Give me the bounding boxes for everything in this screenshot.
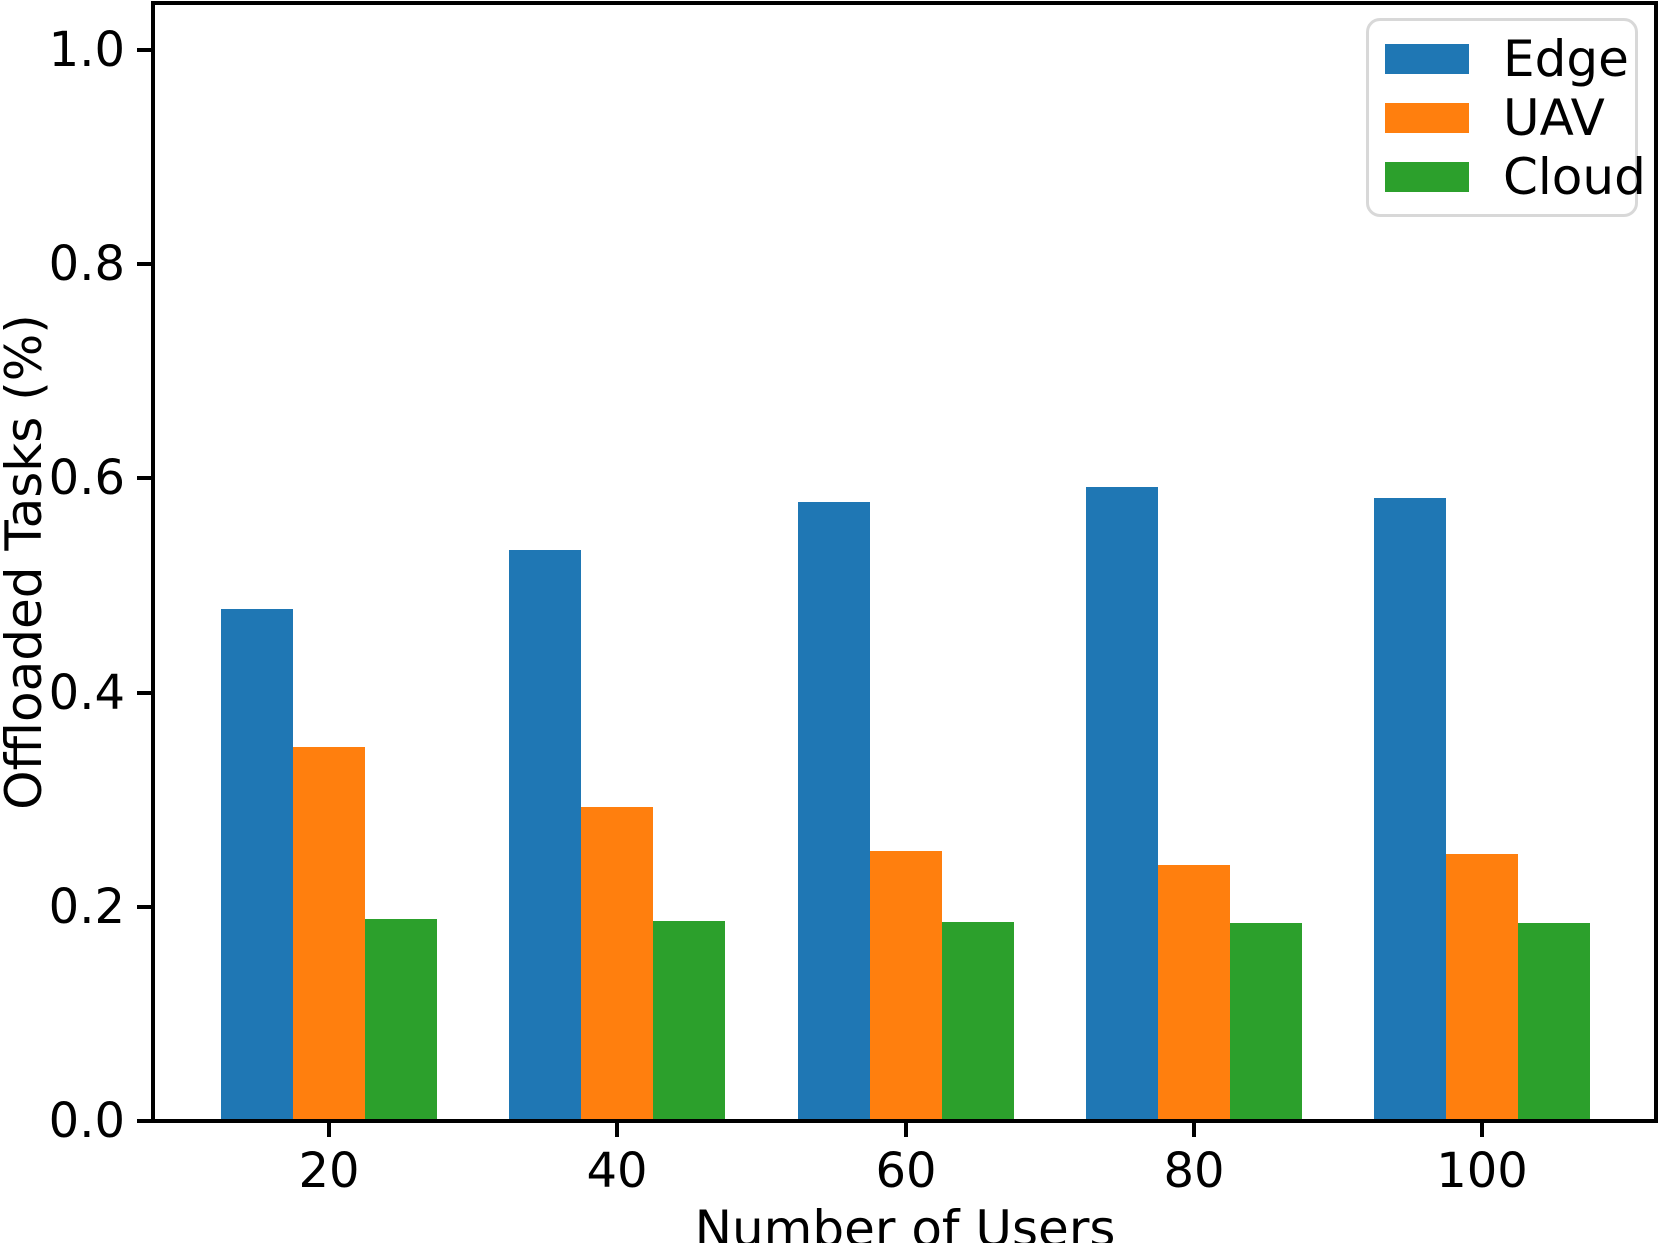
y-tick-mark-1.0 [137, 48, 151, 52]
bar-cloud-100 [1518, 923, 1590, 1119]
y-tick-label-1.0: 1.0 [48, 22, 125, 78]
x-tick-label-40: 40 [586, 1143, 648, 1199]
bar-uav-100 [1446, 854, 1518, 1119]
legend-swatch-edge [1385, 43, 1469, 74]
x-tick-label-100: 100 [1436, 1143, 1528, 1199]
x-tick-mark-60 [904, 1123, 908, 1137]
legend: Edge UAV Cloud [1366, 18, 1646, 217]
y-tick-mark-0.0 [137, 1119, 151, 1123]
bar-cloud-20 [365, 919, 437, 1119]
bar-edge-40 [509, 550, 581, 1119]
x-tick-mark-80 [1192, 1123, 1196, 1137]
y-tick-mark-0.4 [137, 691, 151, 695]
bar-cloud-60 [942, 922, 1014, 1119]
bar-edge-80 [1086, 487, 1158, 1119]
legend-item-cloud: Cloud [1385, 152, 1646, 202]
bar-cloud-80 [1230, 923, 1302, 1119]
legend-swatch-cloud [1385, 161, 1469, 192]
y-tick-mark-0.6 [137, 476, 151, 480]
y-tick-label-0.6: 0.6 [48, 450, 125, 506]
y-tick-label-0.0: 0.0 [48, 1093, 125, 1149]
legend-item-uav: UAV [1385, 93, 1635, 143]
legend-label-uav: UAV [1503, 88, 1605, 147]
bar-edge-100 [1374, 498, 1446, 1119]
x-axis-title: Number of Users [694, 1200, 1116, 1243]
bar-uav-20 [293, 747, 365, 1119]
x-tick-label-80: 80 [1163, 1143, 1225, 1199]
y-tick-label-0.8: 0.8 [48, 236, 125, 292]
legend-swatch-uav [1385, 102, 1469, 133]
legend-label-edge: Edge [1503, 29, 1629, 88]
y-tick-label-0.2: 0.2 [48, 879, 125, 935]
y-axis-title: Offloaded Tasks (%) [0, 314, 53, 810]
legend-item-edge: Edge [1385, 34, 1635, 84]
bar-edge-60 [798, 502, 870, 1119]
x-tick-mark-20 [327, 1123, 331, 1137]
bar-uav-60 [870, 851, 942, 1119]
legend-label-cloud: Cloud [1503, 147, 1646, 206]
x-tick-label-20: 20 [298, 1143, 360, 1199]
x-tick-mark-100 [1480, 1123, 1484, 1137]
y-tick-mark-0.8 [137, 262, 151, 266]
y-tick-mark-0.2 [137, 905, 151, 909]
bar-uav-80 [1158, 865, 1230, 1119]
bar-edge-20 [221, 609, 293, 1119]
bar-uav-40 [581, 807, 653, 1119]
x-tick-mark-40 [615, 1123, 619, 1137]
y-tick-label-0.4: 0.4 [48, 665, 125, 721]
x-tick-label-60: 60 [875, 1143, 937, 1199]
bar-cloud-40 [653, 921, 725, 1119]
